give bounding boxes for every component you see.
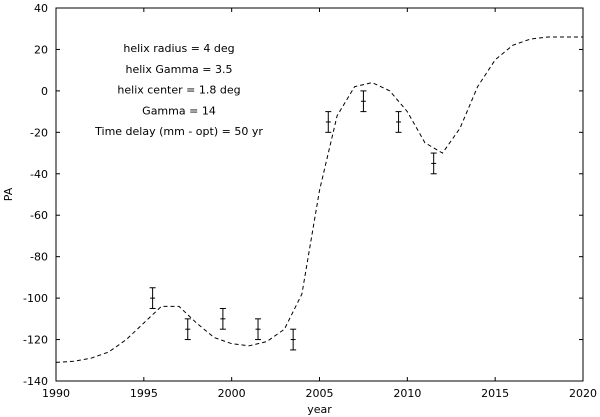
- y-tick-label: -100: [23, 292, 48, 305]
- annotation-line: helix Gamma = 3.5: [126, 63, 233, 76]
- y-tick-label: -80: [30, 251, 48, 264]
- x-tick-label: 1995: [130, 387, 158, 400]
- y-axis-label: PA: [2, 187, 15, 201]
- data-point: [149, 287, 156, 309]
- data-point: [255, 318, 262, 341]
- model-curve: [55, 36, 583, 363]
- data-point: [360, 90, 367, 113]
- x-tick-label: 2020: [569, 387, 597, 400]
- data-point: [325, 111, 332, 133]
- y-tick-label: -120: [23, 334, 48, 347]
- data-point: [395, 111, 402, 133]
- observations: [149, 90, 437, 351]
- annotation-block: helix radius = 4 deg helix Gamma = 3.5 hel…: [94, 42, 263, 138]
- y-tick-label: -40: [30, 168, 48, 181]
- x-axis-label: year: [307, 403, 332, 416]
- y-tick-label: -60: [30, 209, 48, 222]
- annotation-line: helix center = 1.8 deg: [117, 84, 240, 97]
- axis-ticks: [55, 7, 584, 382]
- data-point: [184, 318, 191, 341]
- y-tick-label: -140: [23, 375, 48, 388]
- x-tick-label: 2010: [393, 387, 421, 400]
- y-tick-label: 40: [34, 2, 48, 15]
- data-point: [290, 328, 297, 351]
- data-point: [430, 152, 437, 175]
- annotation-line: helix radius = 4 deg: [123, 42, 234, 55]
- x-tick-label: 2000: [218, 387, 246, 400]
- annotation-line: Time delay (mm - opt) = 50 yr: [94, 125, 263, 138]
- x-tick-label: 2005: [306, 387, 334, 400]
- axis-tick-labels: 1990 1995 2000 2005 2010 2015 2020 40 20 0 -20 -40 -…: [23, 2, 597, 400]
- y-tick-label: -20: [30, 126, 48, 139]
- y-tick-label: 20: [34, 43, 48, 56]
- y-tick-label: 0: [41, 85, 48, 98]
- x-tick-label: 2015: [481, 387, 509, 400]
- x-tick-label: 1990: [42, 387, 70, 400]
- annotation-line: Gamma = 14: [142, 104, 216, 117]
- data-point: [219, 307, 226, 330]
